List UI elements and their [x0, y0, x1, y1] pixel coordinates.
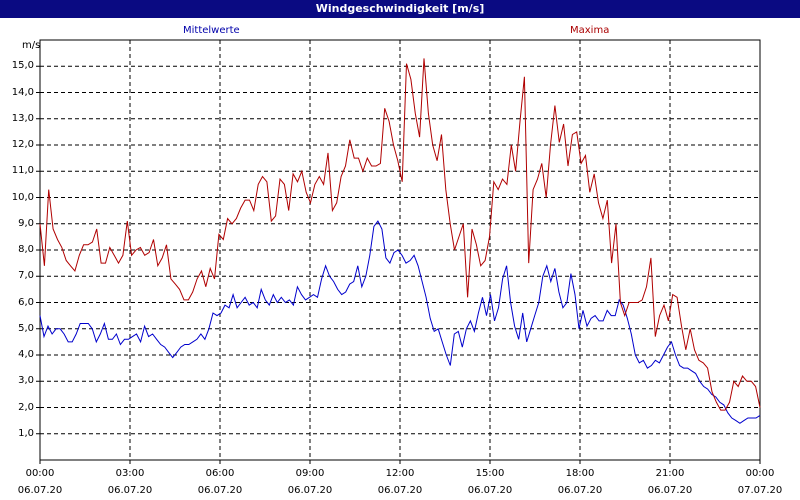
- y-tick-label: 1,0: [18, 427, 34, 439]
- x-tick-date: 06.07.20: [647, 485, 693, 496]
- x-tick-label: 12:00 06.07.20: [365, 467, 435, 497]
- y-tick-label: 9,0: [18, 217, 34, 229]
- y-tick-label: 5,0: [18, 322, 34, 334]
- y-tick-label: 3,0: [18, 375, 34, 387]
- x-tick-label: 09:00 06.07.20: [275, 467, 345, 497]
- x-tick-label: 21:00 06.07.20: [635, 467, 705, 497]
- x-tick-date: 06.07.20: [557, 485, 603, 496]
- x-tick-date: 06.07.20: [17, 485, 63, 496]
- x-tick-time: 09:00: [295, 468, 325, 479]
- x-tick-time: 18:00: [565, 468, 595, 479]
- y-tick-label: 14,0: [11, 86, 34, 98]
- x-tick-date: 06.07.20: [467, 485, 513, 496]
- x-tick-label: 15:00 06.07.20: [455, 467, 525, 497]
- y-tick-label: 10,0: [11, 191, 34, 203]
- x-tick-date: 06.07.20: [287, 485, 333, 496]
- legend-mittelwerte: Mittelwerte: [183, 25, 240, 36]
- series-line-mittelwerte: [39, 220, 761, 424]
- x-tick-label: 00:00 07.07.20: [725, 467, 795, 497]
- x-tick-date: 07.07.20: [737, 485, 783, 496]
- chart-title-bar: Windgeschwindigkeit [m/s]: [0, 0, 800, 18]
- x-tick-label: 06:00 06.07.20: [185, 467, 255, 497]
- x-tick-time: 03:00: [115, 468, 145, 479]
- x-tick-label: 00:00 06.07.20: [5, 467, 75, 497]
- wind-speed-chart: [36, 39, 761, 464]
- x-tick-date: 06.07.20: [197, 485, 243, 496]
- y-tick-label: 11,0: [11, 165, 34, 177]
- y-tick-label: 7,0: [18, 270, 34, 282]
- x-tick-time: 15:00: [475, 468, 505, 479]
- y-tick-label: 15,0: [11, 60, 34, 72]
- y-tick-label: 8,0: [18, 244, 34, 255]
- y-tick-label: 6,0: [18, 296, 34, 308]
- series-line-maxima: [39, 58, 761, 411]
- x-tick-label: 18:00 06.07.20: [545, 467, 615, 497]
- x-tick-date: 06.07.20: [107, 485, 153, 496]
- x-tick-time: 06:00: [205, 468, 235, 479]
- x-tick-time: 00:00: [745, 468, 775, 479]
- legend-maxima: Maxima: [570, 25, 610, 36]
- x-tick-time: 21:00: [655, 468, 685, 479]
- x-tick-date: 06.07.20: [377, 485, 423, 496]
- y-axis-unit-label: m/s: [22, 40, 41, 51]
- x-tick-time: 00:00: [25, 468, 55, 479]
- y-tick-label: 13,0: [11, 112, 34, 124]
- x-tick-time: 12:00: [385, 468, 415, 479]
- y-tick-label: 4,0: [18, 349, 34, 360]
- y-tick-label: 2,0: [18, 401, 34, 413]
- x-tick-label: 03:00 06.07.20: [95, 467, 165, 497]
- y-tick-label: 12,0: [11, 139, 34, 150]
- chart-title: Windgeschwindigkeit [m/s]: [315, 2, 485, 15]
